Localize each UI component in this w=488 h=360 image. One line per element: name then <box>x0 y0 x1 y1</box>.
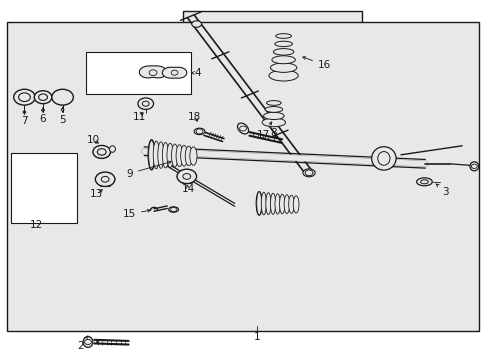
Text: 11: 11 <box>132 112 146 122</box>
Ellipse shape <box>264 107 282 112</box>
Ellipse shape <box>274 194 280 214</box>
Polygon shape <box>139 66 166 78</box>
Ellipse shape <box>194 128 204 135</box>
Ellipse shape <box>191 21 201 27</box>
Circle shape <box>115 64 139 82</box>
Bar <box>85 52 190 94</box>
Ellipse shape <box>109 146 115 152</box>
Ellipse shape <box>180 145 187 166</box>
Ellipse shape <box>153 141 159 169</box>
Text: 10: 10 <box>86 135 99 145</box>
Ellipse shape <box>271 56 295 64</box>
Text: 9: 9 <box>126 161 171 179</box>
Text: 14: 14 <box>181 184 195 194</box>
Circle shape <box>177 169 196 184</box>
Ellipse shape <box>274 41 292 46</box>
Circle shape <box>138 98 153 109</box>
Ellipse shape <box>263 112 284 120</box>
Text: 18: 18 <box>187 112 201 122</box>
Circle shape <box>14 89 35 105</box>
Ellipse shape <box>261 192 266 215</box>
Ellipse shape <box>270 193 275 214</box>
Circle shape <box>52 89 73 105</box>
Text: 12: 12 <box>30 220 43 230</box>
Text: 15: 15 <box>122 209 150 219</box>
Text: 4: 4 <box>191 68 201 78</box>
Ellipse shape <box>288 195 294 213</box>
Circle shape <box>15 197 26 205</box>
Text: 3: 3 <box>435 184 448 197</box>
Ellipse shape <box>416 178 431 186</box>
Text: 5: 5 <box>59 107 66 125</box>
Ellipse shape <box>158 142 163 168</box>
Ellipse shape <box>268 70 298 81</box>
Text: 8: 8 <box>270 128 277 138</box>
Ellipse shape <box>162 143 168 168</box>
Text: 2: 2 <box>77 336 88 351</box>
Ellipse shape <box>469 162 478 171</box>
Ellipse shape <box>256 192 261 215</box>
Ellipse shape <box>168 207 178 212</box>
Ellipse shape <box>148 140 154 169</box>
Bar <box>7 22 478 331</box>
Circle shape <box>14 168 27 178</box>
Circle shape <box>95 172 115 186</box>
Polygon shape <box>162 67 186 78</box>
Ellipse shape <box>171 144 178 167</box>
Text: 7: 7 <box>21 110 28 126</box>
Ellipse shape <box>293 196 298 213</box>
Ellipse shape <box>266 101 281 105</box>
Ellipse shape <box>83 337 93 347</box>
Ellipse shape <box>237 123 248 134</box>
Ellipse shape <box>270 63 296 72</box>
Ellipse shape <box>166 143 173 167</box>
Text: 1: 1 <box>253 332 260 342</box>
Bar <box>11 153 77 223</box>
Circle shape <box>60 193 71 202</box>
Ellipse shape <box>148 140 155 170</box>
Ellipse shape <box>256 192 262 215</box>
Ellipse shape <box>185 146 192 166</box>
Ellipse shape <box>279 194 285 214</box>
Text: 17: 17 <box>256 122 271 140</box>
Text: 16: 16 <box>302 57 330 70</box>
Ellipse shape <box>284 195 289 213</box>
Circle shape <box>34 91 52 104</box>
Circle shape <box>88 64 112 82</box>
Ellipse shape <box>371 147 395 170</box>
Bar <box>183 11 361 180</box>
Text: 13: 13 <box>90 189 103 199</box>
Ellipse shape <box>275 34 291 38</box>
Circle shape <box>93 145 110 158</box>
Ellipse shape <box>302 169 314 177</box>
Ellipse shape <box>262 118 285 127</box>
Ellipse shape <box>273 49 293 55</box>
Ellipse shape <box>176 145 183 167</box>
Ellipse shape <box>265 193 270 215</box>
Ellipse shape <box>189 147 197 165</box>
Circle shape <box>13 182 28 194</box>
Text: 6: 6 <box>40 108 46 124</box>
